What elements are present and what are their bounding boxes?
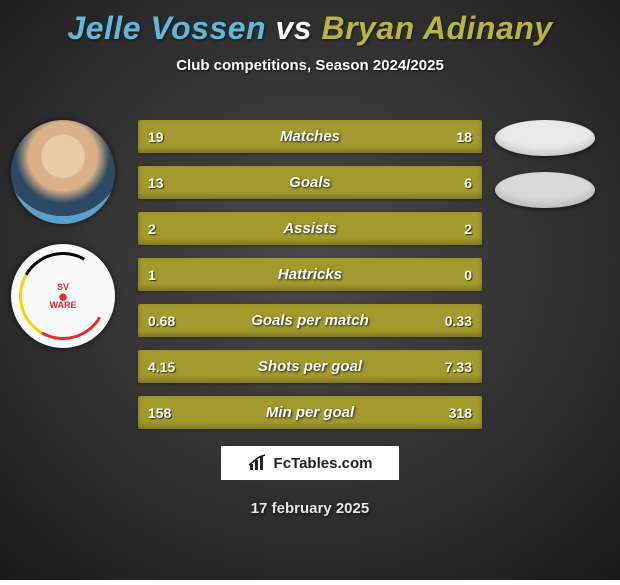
right-oval-column [490, 120, 600, 208]
stat-label: Hattricks [278, 266, 342, 283]
stat-bars: 19 Matches 18 13 Goals 6 2 Assists 2 1 Hattricks 0 0… [138, 120, 482, 429]
brand-badge[interactable]: FcTables.com [220, 445, 400, 481]
subtitle: Club competitions, Season 2024/2025 [0, 57, 620, 74]
stat-left-value: 13 [148, 175, 164, 191]
stat-right-value: 7.33 [445, 359, 472, 375]
content-root: Jelle Vossen vs Bryan Adinany Club compe… [0, 0, 620, 580]
stat-left-value: 19 [148, 129, 164, 145]
stat-left-value: 2 [148, 221, 156, 237]
oval-1 [495, 120, 595, 156]
brand-chart-icon [248, 454, 268, 472]
stat-bar: 2 Assists 2 [138, 212, 482, 245]
oval-2 [495, 172, 595, 208]
title-player1: Jelle Vossen [67, 10, 266, 46]
stat-label: Min per goal [266, 404, 354, 421]
stat-left-value: 0.68 [148, 313, 175, 329]
page-title: Jelle Vossen vs Bryan Adinany [0, 0, 620, 47]
stat-label: Goals per match [251, 312, 369, 329]
stat-label: Goals [289, 174, 331, 191]
stat-left-value: 1 [148, 267, 156, 283]
stat-label: Matches [280, 128, 340, 145]
stat-bar: 1 Hattricks 0 [138, 258, 482, 291]
title-player2: Bryan Adinany [321, 10, 552, 46]
stat-bar: 158 Min per goal 318 [138, 396, 482, 429]
stat-right-value: 0.33 [445, 313, 472, 329]
stat-right-value: 0 [464, 267, 472, 283]
stat-right-value: 318 [449, 405, 472, 421]
stat-label: Assists [283, 220, 336, 237]
stat-bar: 13 Goals 6 [138, 166, 482, 199]
stat-bar: 19 Matches 18 [138, 120, 482, 153]
player1-avatar [11, 120, 115, 224]
stat-right-value: 6 [464, 175, 472, 191]
stat-bar: 4.15 Shots per goal 7.33 [138, 350, 482, 383]
avatar-column: SV ⬤ WARE [8, 120, 118, 348]
brand-text: FcTables.com [274, 455, 373, 472]
player2-club-logo: SV ⬤ WARE [11, 244, 115, 348]
stat-left-value: 4.15 [148, 359, 175, 375]
stat-right-value: 18 [456, 129, 472, 145]
stat-right-value: 2 [464, 221, 472, 237]
logo-ring [11, 244, 115, 348]
stat-left-value: 158 [148, 405, 171, 421]
stat-label: Shots per goal [258, 358, 362, 375]
stat-bar: 0.68 Goals per match 0.33 [138, 304, 482, 337]
title-vs: vs [275, 10, 312, 46]
date-text: 17 february 2025 [251, 500, 369, 517]
